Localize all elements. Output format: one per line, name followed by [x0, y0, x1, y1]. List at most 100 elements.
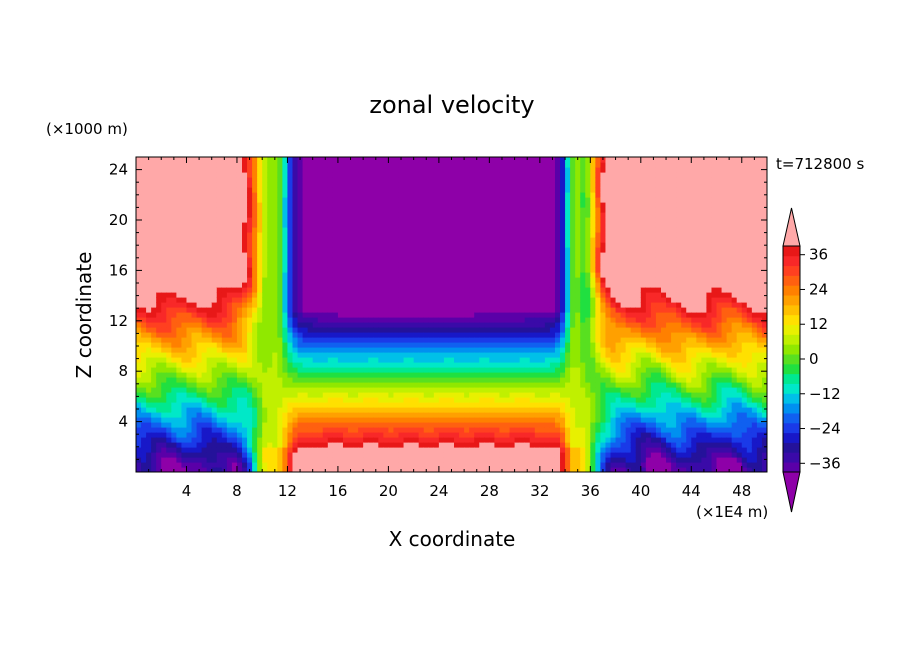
- field-cell: [337, 282, 344, 288]
- field-cell: [499, 227, 506, 233]
- field-cell: [378, 212, 384, 218]
- field-cell: [428, 367, 435, 373]
- field-cell: [322, 237, 329, 243]
- field-cell: [378, 462, 384, 468]
- field-cell: [408, 457, 415, 463]
- field-cell: [443, 407, 450, 413]
- field-cell: [161, 247, 167, 253]
- field-cell: [403, 367, 410, 373]
- field-cell: [337, 212, 344, 218]
- field-cell: [337, 442, 344, 448]
- field-cell: [494, 377, 501, 383]
- field-cell: [514, 157, 521, 163]
- field-cell: [438, 412, 445, 418]
- field-cell: [408, 392, 415, 398]
- field-cell: [221, 217, 228, 223]
- field-cell: [378, 217, 384, 223]
- field-cell: [332, 252, 339, 258]
- field-cell: [307, 197, 314, 203]
- field-cell: [378, 322, 384, 328]
- field-cell: [438, 417, 445, 423]
- field-cell: [272, 312, 278, 318]
- field-cell: [403, 457, 410, 463]
- field-cell: [247, 447, 253, 453]
- field-cell: [262, 297, 268, 303]
- field-cell: [514, 337, 521, 343]
- field-cell: [418, 307, 425, 313]
- field-cell: [423, 267, 430, 273]
- field-cell: [221, 167, 228, 173]
- field-cell: [499, 452, 506, 458]
- field-cell: [332, 412, 339, 418]
- field-cell: [524, 302, 531, 308]
- field-cell: [368, 422, 374, 428]
- field-cell: [332, 257, 339, 263]
- field-cell: [176, 332, 183, 338]
- field-cell: [231, 252, 238, 258]
- field-cell: [423, 332, 430, 338]
- field-cell: [231, 452, 238, 458]
- field-cell: [242, 337, 248, 343]
- field-cell: [393, 417, 400, 423]
- field-cell: [146, 212, 152, 218]
- field-cell: [277, 267, 283, 273]
- field-cell: [479, 197, 485, 203]
- field-cell: [297, 422, 304, 428]
- field-cell: [206, 247, 213, 253]
- field-cell: [443, 337, 450, 343]
- field-cell: [151, 422, 157, 428]
- field-cell: [484, 397, 490, 403]
- field-cell: [509, 197, 516, 203]
- field-cell: [322, 352, 329, 358]
- field-cell: [262, 247, 268, 253]
- field-cell: [433, 412, 440, 418]
- field-cell: [358, 247, 364, 253]
- field-cell: [408, 267, 415, 273]
- field-cell: [469, 427, 475, 433]
- field-cell: [272, 267, 278, 273]
- field-cell: [221, 422, 228, 428]
- field-cell: [156, 367, 162, 373]
- field-cell: [353, 192, 359, 198]
- field-cell: [257, 242, 263, 248]
- field-cell: [292, 447, 299, 453]
- field-cell: [262, 417, 268, 423]
- field-cell: [171, 267, 177, 273]
- field-cell: [257, 312, 263, 318]
- field-cell: [423, 362, 430, 368]
- field-cell: [489, 232, 496, 238]
- field-cell: [226, 362, 233, 368]
- field-cell: [166, 352, 172, 358]
- field-cell: [423, 207, 430, 213]
- field-cell: [408, 182, 415, 188]
- field-cell: [277, 437, 283, 443]
- field-cell: [257, 252, 263, 258]
- field-cell: [282, 267, 289, 273]
- field-cell: [141, 332, 147, 338]
- field-cell: [443, 252, 450, 258]
- field-cell: [257, 197, 263, 203]
- field-cell: [257, 177, 263, 183]
- field-cell: [393, 327, 400, 333]
- field-cell: [307, 367, 314, 373]
- field-cell: [514, 252, 521, 258]
- field-cell: [231, 457, 238, 463]
- field-cell: [509, 212, 516, 218]
- field-cell: [302, 287, 309, 293]
- field-cell: [418, 277, 425, 283]
- field-cell: [216, 412, 223, 418]
- field-cell: [368, 332, 374, 338]
- field-cell: [524, 172, 531, 178]
- field-cell: [383, 457, 389, 463]
- field-cell: [373, 347, 379, 353]
- field-cell: [292, 457, 299, 463]
- field-cell: [363, 422, 369, 428]
- field-cell: [474, 187, 480, 193]
- field-cell: [262, 402, 268, 408]
- field-cell: [459, 362, 465, 368]
- field-cell: [509, 452, 516, 458]
- field-cell: [418, 217, 425, 223]
- field-cell: [302, 462, 309, 468]
- field-cell: [226, 177, 233, 183]
- field-cell: [322, 207, 329, 213]
